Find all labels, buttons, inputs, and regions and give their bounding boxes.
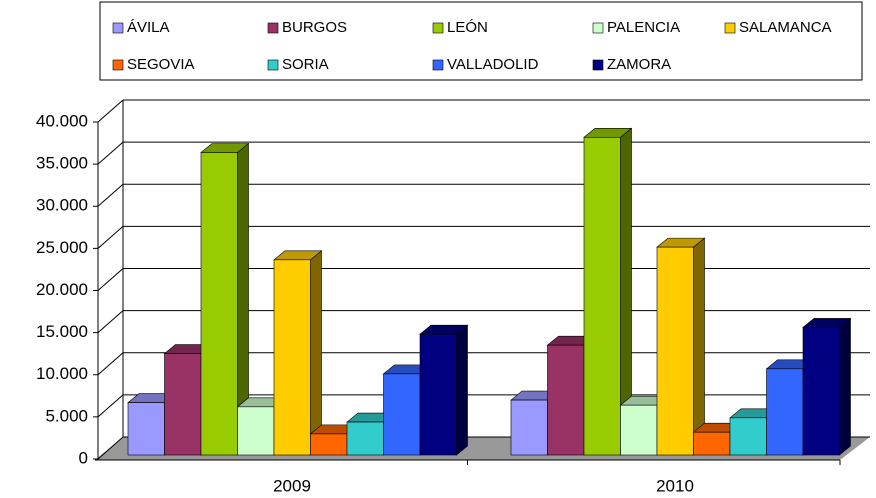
grid-line <box>97 99 124 123</box>
legend-label: SALAMANCA <box>739 19 832 36</box>
legend-swatch <box>267 22 279 34</box>
legend-box <box>99 1 863 81</box>
grid-line <box>97 268 124 291</box>
bar <box>729 417 767 456</box>
grid-line <box>97 436 124 460</box>
bar <box>200 152 238 456</box>
legend-swatch <box>112 22 124 34</box>
grid-line <box>97 183 124 207</box>
x-tick-label: 2010 <box>656 476 694 495</box>
legend-label: SEGOVIA <box>127 56 195 73</box>
y-tick-label: 30.000 <box>36 196 88 215</box>
bar <box>693 431 731 456</box>
y-tick-label: 35.000 <box>36 154 88 173</box>
bar <box>273 259 311 456</box>
legend-label: LEÓN <box>447 19 488 36</box>
legend-label: ZAMORA <box>607 56 671 73</box>
y-tick-label: 15.000 <box>36 322 88 341</box>
bar <box>656 246 694 456</box>
y-tick-label: 10.000 <box>36 364 88 383</box>
y-tick-label: 20.000 <box>36 280 88 299</box>
bar-side <box>456 324 468 456</box>
bar <box>802 327 840 456</box>
bar <box>419 333 457 456</box>
bar <box>383 373 421 456</box>
bar <box>127 402 165 456</box>
legend-label: BURGOS <box>282 19 347 36</box>
legend-swatch <box>724 22 736 34</box>
bar-side <box>693 237 705 456</box>
legend-swatch <box>592 59 604 71</box>
legend-label: ÁVILA <box>127 19 170 36</box>
bar <box>164 353 202 456</box>
legend-swatch <box>432 59 444 71</box>
y-tick-label: 25.000 <box>36 238 88 257</box>
legend-swatch <box>267 59 279 71</box>
bar-side <box>839 317 851 456</box>
legend-swatch <box>112 59 124 71</box>
legend-label: VALLADOLID <box>447 56 539 73</box>
legend-swatch <box>592 22 604 34</box>
bar <box>510 399 548 456</box>
bar <box>547 344 585 456</box>
bar <box>583 136 621 456</box>
grid-line <box>97 352 124 376</box>
bar <box>620 404 658 456</box>
bar-side <box>310 250 322 456</box>
grid-line <box>97 141 124 165</box>
grid-line <box>97 225 124 249</box>
bar <box>310 433 348 456</box>
grid-line <box>97 394 124 418</box>
legend-label: PALENCIA <box>607 19 680 36</box>
bar <box>346 421 384 456</box>
bar <box>237 406 275 456</box>
legend-label: SORIA <box>282 56 329 73</box>
y-tick-label: 0 <box>79 448 88 467</box>
legend-swatch <box>432 22 444 34</box>
grid-line <box>97 310 124 334</box>
bar <box>766 368 804 456</box>
y-tick-label: 40.000 <box>36 111 88 130</box>
x-tick-label: 2009 <box>273 476 311 495</box>
y-tick-label: 5.000 <box>45 406 88 425</box>
